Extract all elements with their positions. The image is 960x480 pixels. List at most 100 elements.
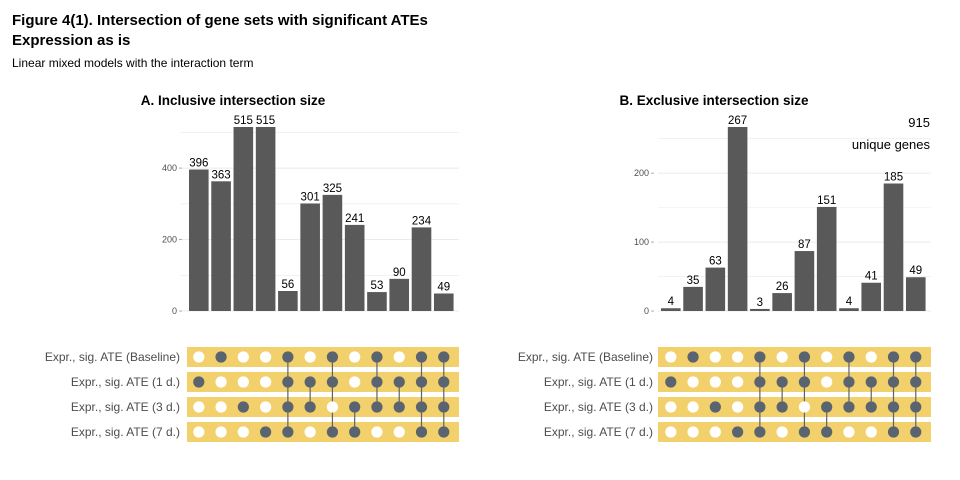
- empty-dot: [304, 426, 316, 438]
- empty-dot: [349, 376, 361, 388]
- bar-value-label: 234: [412, 215, 432, 227]
- y-tick-label: 0: [644, 306, 649, 316]
- empty-dot: [349, 351, 361, 363]
- member-dot: [371, 401, 383, 413]
- empty-dot: [215, 426, 227, 438]
- member-dot: [843, 351, 855, 363]
- bar: [322, 194, 343, 311]
- empty-dot: [821, 376, 833, 388]
- bar: [433, 293, 454, 311]
- bar: [278, 290, 298, 311]
- member-dot: [798, 376, 811, 388]
- member-dot: [393, 376, 405, 388]
- bar: [189, 169, 209, 311]
- member-dot: [438, 426, 450, 438]
- set-label: Expr., sig. ATE (7 d.): [71, 425, 180, 439]
- panel-title-b: B. Exclusive intersection size: [619, 93, 809, 108]
- bar-value-label: 49: [437, 281, 450, 293]
- empty-dot: [215, 401, 227, 413]
- empty-dot: [260, 351, 272, 363]
- member-dot: [843, 401, 855, 413]
- member-dot: [709, 401, 721, 413]
- member-dot: [798, 351, 811, 363]
- bar: [233, 127, 254, 311]
- set-label: Expr., sig. ATE (1 d.): [71, 375, 180, 389]
- bar: [794, 251, 815, 311]
- member-dot: [910, 376, 922, 388]
- member-dot: [193, 376, 205, 388]
- bar-value-label: 241: [345, 213, 364, 225]
- empty-dot: [776, 351, 788, 363]
- member-dot: [304, 376, 316, 388]
- empty-dot: [260, 401, 272, 413]
- bar-value-label: 49: [909, 265, 922, 277]
- empty-dot: [732, 376, 744, 388]
- matrix-row-band: [658, 422, 931, 442]
- member-dot: [260, 426, 272, 438]
- matrix-row-band: [187, 397, 459, 417]
- bar: [255, 127, 276, 311]
- panel-title-a: A. Inclusive intersection size: [141, 93, 326, 108]
- empty-dot: [215, 376, 227, 388]
- set-label: Expr., sig. ATE (1 d.): [544, 375, 653, 389]
- member-dot: [326, 426, 339, 438]
- empty-dot: [393, 426, 405, 438]
- empty-dot: [393, 351, 405, 363]
- member-dot: [371, 376, 383, 388]
- y-tick-label: 200: [162, 235, 177, 245]
- empty-dot: [260, 376, 272, 388]
- empty-dot: [865, 351, 877, 363]
- empty-dot: [687, 426, 699, 438]
- member-dot: [393, 401, 405, 413]
- bar: [344, 224, 365, 311]
- y-tick-label: 400: [162, 163, 177, 173]
- bar: [750, 308, 770, 311]
- matrix-row-band: [658, 397, 931, 417]
- member-dot: [415, 426, 428, 438]
- member-dot: [887, 426, 900, 438]
- member-dot: [910, 401, 922, 413]
- member-dot: [776, 401, 788, 413]
- bar-value-label: 87: [798, 239, 811, 251]
- bar-value-label: 515: [256, 115, 275, 127]
- member-dot: [732, 426, 744, 438]
- matrix-row-band: [187, 372, 459, 392]
- member-dot: [887, 351, 900, 363]
- member-dot: [326, 376, 339, 388]
- empty-dot: [709, 351, 721, 363]
- empty-dot: [776, 426, 788, 438]
- member-dot: [865, 401, 877, 413]
- member-dot: [282, 351, 294, 363]
- bar-value-label: 3: [757, 297, 763, 309]
- y-tick-label: 0: [172, 306, 177, 316]
- set-label: Expr., sig. ATE (3 d.): [71, 400, 180, 414]
- figure-subtitle: Linear mixed models with the interaction…: [12, 56, 254, 70]
- bar-value-label: 185: [884, 172, 903, 184]
- member-dot: [415, 401, 428, 413]
- bar-value-label: 63: [709, 256, 722, 268]
- bar: [389, 278, 410, 311]
- bar-value-label: 363: [211, 169, 230, 181]
- bar-value-label: 301: [301, 191, 320, 203]
- empty-dot: [193, 351, 205, 363]
- member-dot: [237, 401, 249, 413]
- matrix-row-band: [187, 347, 459, 367]
- set-label: Expr., sig. ATE (7 d.): [544, 425, 653, 439]
- bar: [905, 277, 926, 311]
- empty-dot: [732, 401, 744, 413]
- bar-value-label: 325: [323, 183, 342, 195]
- member-dot: [754, 401, 766, 413]
- bar: [300, 203, 320, 311]
- bar-value-label: 35: [687, 275, 700, 287]
- member-dot: [687, 351, 699, 363]
- bar-value-label: 396: [189, 158, 208, 170]
- empty-dot: [709, 426, 721, 438]
- member-dot: [304, 401, 316, 413]
- bar-value-label: 41: [865, 271, 878, 283]
- member-dot: [754, 351, 766, 363]
- member-dot: [438, 351, 450, 363]
- bar: [839, 308, 859, 311]
- bar-value-label: 4: [668, 296, 675, 308]
- member-dot: [843, 376, 855, 388]
- empty-dot: [665, 351, 677, 363]
